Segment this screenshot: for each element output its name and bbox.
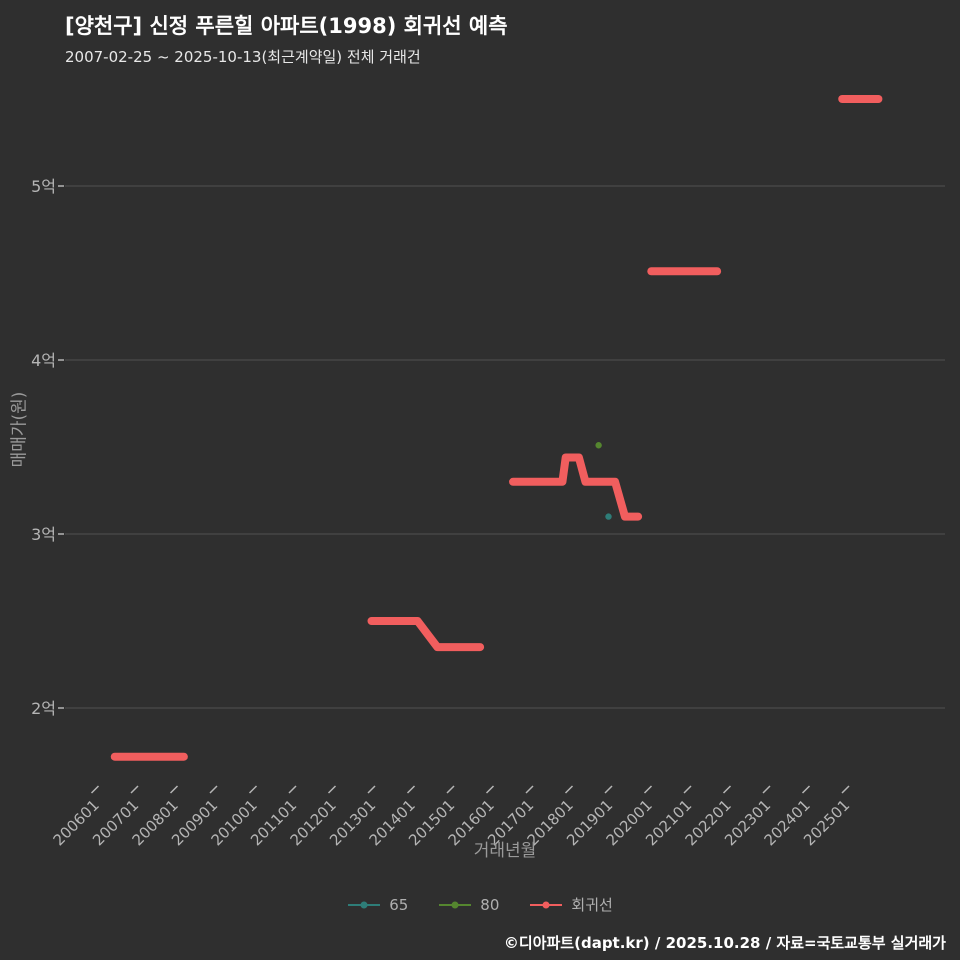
- x-tick-mark: [169, 785, 179, 794]
- series-회귀선: [110, 95, 883, 761]
- series-80: [595, 442, 602, 449]
- legend-marker-icon: [348, 901, 381, 908]
- y-tick-label: 5억: [31, 177, 56, 196]
- legend-marker-icon: [530, 901, 563, 908]
- x-tick-mark: [525, 785, 534, 794]
- y-tick-label: 3억: [31, 525, 56, 544]
- x-tick-mark: [801, 785, 811, 794]
- y-tick-label: 4억: [31, 351, 56, 370]
- x-tick-mark: [722, 785, 732, 794]
- legend-item-80: 80: [438, 896, 499, 914]
- legend-label: 65: [389, 895, 409, 914]
- chart-legend: 65 80 회귀선: [0, 894, 960, 915]
- legend-item-65: 65: [347, 896, 408, 914]
- footer-credit: ©디아파트(dapt.kr) / 2025.10.28 / 자료=국토교통부 실…: [503, 934, 946, 952]
- chart-subtitle: 2007-02-25 ~ 2025-10-13(최근계약일) 전체 거래건: [65, 48, 421, 66]
- regression-segment: [509, 453, 643, 521]
- x-axis-title: 거래년월: [473, 841, 537, 861]
- x-tick-mark: [327, 785, 337, 794]
- scatter-point-65: [605, 513, 612, 520]
- x-tick-mark: [841, 785, 850, 794]
- legend-marker-icon: [439, 901, 472, 908]
- y-tick-label: 2억: [31, 699, 56, 718]
- y-axis-title: 매매가(원): [9, 391, 30, 468]
- legend-label: 80: [480, 895, 500, 914]
- legend-label: 회귀선: [571, 896, 613, 914]
- x-tick-mark: [367, 785, 376, 794]
- x-tick-mark: [604, 785, 613, 794]
- scatter-point-80: [595, 442, 602, 449]
- x-tick-mark: [683, 785, 692, 794]
- x-tick-mark: [762, 785, 771, 794]
- x-tick-mark: [130, 785, 139, 794]
- x-tick-mark: [406, 785, 416, 794]
- x-tick-mark: [643, 785, 653, 794]
- x-tick-mark: [209, 785, 218, 794]
- x-tick-mark: [446, 785, 455, 794]
- chart-title: [양천구] 신정 푸른힐 아파트(1998) 회귀선 예측: [65, 14, 508, 38]
- x-tick-mark: [248, 785, 258, 794]
- x-tick-mark: [564, 785, 574, 794]
- chart-canvas: 5억4억3억2억20060120070120080120090120100120…: [31, 95, 945, 849]
- x-tick-mark: [485, 785, 495, 794]
- legend-item-회귀선: 회귀선: [529, 894, 613, 915]
- regression-segment: [367, 617, 485, 652]
- x-tick-mark: [288, 785, 297, 794]
- gridlines: 5억 4억 3억 2억: [31, 177, 945, 718]
- series-65: [605, 513, 612, 520]
- x-tick-mark: [90, 785, 100, 794]
